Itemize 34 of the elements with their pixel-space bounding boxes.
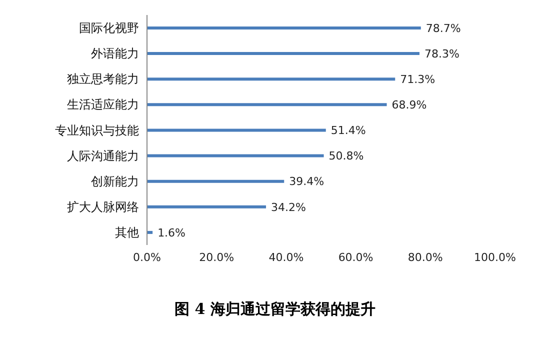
data-label: 51.4%	[330, 124, 366, 138]
y-tick-label: 生活适应能力	[67, 98, 139, 112]
x-tick-label: 40.0%	[268, 250, 304, 264]
y-tick-label: 专业知识与技能	[55, 123, 139, 138]
bar	[147, 180, 284, 183]
bar	[147, 230, 153, 234]
x-tick-label: 80.0%	[408, 250, 443, 264]
y-tick-label: 扩大人脉网络	[67, 200, 139, 214]
data-label: 78.7%	[426, 22, 461, 35]
data-label: 71.3%	[400, 73, 436, 86]
x-tick-label: 60.0%	[338, 250, 374, 264]
x-tick-label: 100.0%	[474, 250, 516, 264]
x-tick-label: 0.0%	[133, 250, 161, 264]
y-tick-label: 独立思考能力	[67, 72, 139, 86]
bar	[147, 128, 326, 132]
x-tick-label: 20.0%	[199, 250, 234, 264]
bar	[147, 154, 324, 158]
data-label: 78.3%	[424, 47, 460, 60]
bar	[147, 78, 396, 81]
data-label: 39.4%	[289, 175, 324, 188]
data-label: 1.6%	[158, 226, 186, 240]
data-label: 34.2%	[271, 200, 306, 214]
bar	[147, 205, 266, 208]
y-tick-label: 外语能力	[91, 46, 139, 61]
y-tick-label: 其他	[115, 225, 139, 240]
bar	[147, 26, 421, 30]
bar	[147, 103, 387, 106]
data-label: 68.9%	[392, 98, 427, 112]
text: 图 4 海归通过留学获得的提升	[174, 300, 376, 319]
y-tick-label: 人际沟通能力	[67, 148, 139, 163]
data-label: 50.8%	[328, 150, 364, 163]
bar	[147, 52, 420, 56]
y-tick-label: 创新能力	[91, 174, 139, 188]
y-tick-label: 国际化视野	[79, 21, 139, 36]
